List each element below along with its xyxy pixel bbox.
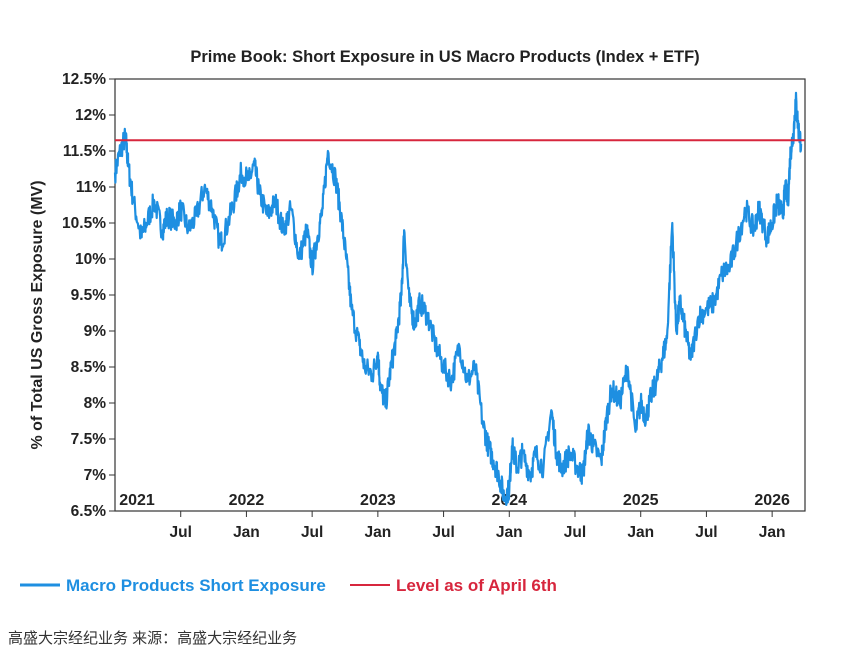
year-label: 2021 — [119, 492, 155, 509]
chart-series — [113, 91, 805, 506]
y-tick-label: 10.5% — [62, 215, 106, 232]
x-tick-label: Jul — [695, 524, 717, 541]
x-tick-label: Jan — [627, 524, 654, 541]
x-axis-year-labels: 2021 2022 2023 2024 2025 2026 — [119, 492, 790, 509]
y-tick-label: 7% — [84, 467, 107, 484]
x-tick-label: Jul — [170, 524, 192, 541]
x-tick-label: Jan — [759, 524, 786, 541]
year-label: 2022 — [229, 492, 265, 509]
legend: Macro Products Short Exposure Level as o… — [20, 576, 557, 595]
year-label: 2025 — [623, 492, 659, 509]
y-tick-label: 9% — [84, 323, 107, 340]
y-tick-label: 11% — [76, 179, 106, 196]
x-axis-ticks: Jul Jan Jul Jan Jul Jan Jul Jan Jul Jan — [170, 511, 786, 541]
year-label: 2023 — [360, 492, 396, 509]
y-tick-label: 12.5% — [62, 71, 106, 88]
series-line-short-exposure — [113, 91, 803, 506]
y-tick-label: 6.5% — [71, 503, 107, 520]
x-tick-label: Jul — [432, 524, 454, 541]
y-axis-ticks: 6.5% 7% 7.5% 8% 8.5% 9% 9.5% 10% 10.5% 11% 11.5% 12… — [62, 71, 115, 520]
year-label: 2026 — [754, 492, 790, 509]
x-tick-label: Jan — [364, 524, 391, 541]
chart-title: Prime Book: Short Exposure in US Macro P… — [190, 48, 699, 66]
legend-label-april-level: Level as of April 6th — [396, 576, 557, 595]
y-tick-label: 11.5% — [63, 143, 106, 160]
y-tick-label: 12% — [75, 107, 106, 124]
y-tick-label: 7.5% — [71, 431, 107, 448]
y-tick-label: 9.5% — [71, 287, 107, 304]
y-tick-label: 8% — [84, 395, 107, 412]
y-tick-label: 8.5% — [71, 359, 107, 376]
y-tick-label: 10% — [75, 251, 106, 268]
x-tick-label: Jan — [496, 524, 523, 541]
x-tick-label: Jul — [564, 524, 586, 541]
x-tick-label: Jan — [233, 524, 260, 541]
y-axis-label: % of Total US Gross Exposure (MV) — [29, 180, 46, 449]
legend-label-short-exposure: Macro Products Short Exposure — [66, 576, 326, 595]
x-tick-label: Jul — [301, 524, 323, 541]
source-footer: 高盛大宗经纪业务 来源：高盛大宗经纪业务 — [8, 629, 297, 647]
